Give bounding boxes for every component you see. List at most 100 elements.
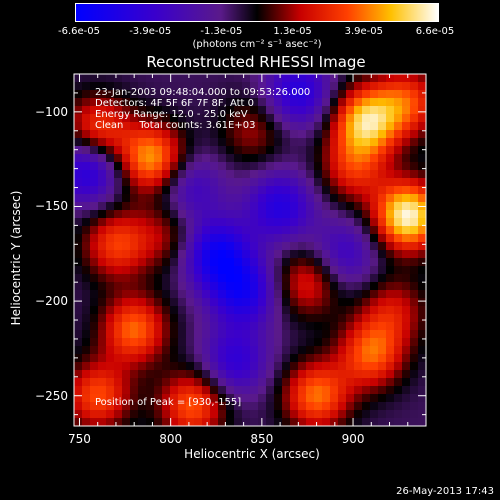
heatmap-cell	[290, 370, 299, 379]
heatmap-cell	[122, 122, 131, 131]
heatmap-cell	[170, 418, 179, 427]
heatmap-cell	[90, 98, 99, 107]
heatmap-cell	[114, 394, 123, 403]
heatmap-cell	[338, 274, 347, 283]
heatmap-cell	[154, 106, 163, 115]
heatmap-cell	[330, 138, 339, 147]
heatmap-cell	[418, 234, 427, 243]
heatmap-cell	[378, 202, 387, 211]
heatmap-cell	[218, 394, 227, 403]
heatmap-cell	[354, 306, 363, 315]
heatmap-cell	[202, 330, 211, 339]
heatmap-cell	[82, 130, 91, 139]
heatmap-cell	[170, 258, 179, 267]
heatmap-cell	[122, 130, 131, 139]
heatmap-cell	[418, 418, 427, 427]
heatmap-cell	[210, 330, 219, 339]
heatmap-cell	[90, 274, 99, 283]
heatmap-cell	[322, 186, 331, 195]
heatmap-cell	[346, 274, 355, 283]
heatmap-cell	[130, 330, 139, 339]
heatmap-cell	[98, 314, 107, 323]
heatmap-cell	[378, 218, 387, 227]
heatmap-cell	[418, 242, 427, 251]
heatmap-cell	[234, 234, 243, 243]
heatmap-cell	[314, 346, 323, 355]
heatmap-cell	[218, 338, 227, 347]
heatmap-cell	[258, 114, 267, 123]
heatmap-cell	[314, 82, 323, 91]
heatmap-cell	[354, 130, 363, 139]
heatmap-cell	[106, 154, 115, 163]
heatmap-cell	[234, 146, 243, 155]
heatmap-cell	[378, 410, 387, 419]
heatmap-cell	[90, 282, 99, 291]
heatmap-cell	[402, 114, 411, 123]
heatmap-cell	[226, 218, 235, 227]
heatmap-cell	[122, 402, 131, 411]
heatmap-cell	[90, 378, 99, 387]
heatmap-cell	[250, 322, 259, 331]
heatmap-cell	[418, 290, 427, 299]
heatmap-cell	[234, 418, 243, 427]
heatmap-cell	[338, 354, 347, 363]
heatmap-cell	[418, 90, 427, 99]
heatmap-cell	[138, 170, 147, 179]
heatmap-cell	[386, 354, 395, 363]
heatmap-cell	[394, 402, 403, 411]
heatmap-cell	[162, 114, 171, 123]
heatmap-cell	[402, 410, 411, 419]
heatmap-cell	[106, 226, 115, 235]
heatmap-cell	[402, 330, 411, 339]
heatmap-cell	[274, 226, 283, 235]
heatmap-cell	[266, 106, 275, 115]
heatmap-cell	[226, 346, 235, 355]
heatmap-cell	[362, 250, 371, 259]
heatmap-cell	[330, 274, 339, 283]
heatmap-cell	[362, 394, 371, 403]
heatmap-cell	[282, 370, 291, 379]
heatmap-cell	[362, 306, 371, 315]
heatmap-cell	[378, 226, 387, 235]
heatmap-cell	[378, 386, 387, 395]
heatmap-cell	[122, 282, 131, 291]
heatmap-cell	[330, 266, 339, 275]
heatmap-cell	[250, 314, 259, 323]
heatmap-cell	[290, 138, 299, 147]
heatmap-cell	[354, 378, 363, 387]
heatmap-cell	[314, 290, 323, 299]
heatmap-cell	[138, 202, 147, 211]
heatmap-cell	[178, 338, 187, 347]
heatmap-cell	[322, 362, 331, 371]
heatmap-cell	[186, 354, 195, 363]
heatmap-cell	[234, 370, 243, 379]
heatmap-cell	[186, 330, 195, 339]
heatmap-cell	[146, 154, 155, 163]
heatmap-cell	[290, 314, 299, 323]
heatmap-cell	[402, 378, 411, 387]
heatmap-cell	[114, 170, 123, 179]
heatmap-cell	[82, 226, 91, 235]
heatmap-cell	[130, 178, 139, 187]
heatmap-cell	[202, 250, 211, 259]
heatmap-cell	[370, 218, 379, 227]
heatmap-cell	[418, 378, 427, 387]
heatmap-cell	[410, 282, 419, 291]
heatmap-cell	[306, 106, 315, 115]
heatmap-cell	[90, 314, 99, 323]
heatmap-cell	[138, 370, 147, 379]
heatmap-cell	[314, 306, 323, 315]
heatmap-cell	[138, 90, 147, 99]
heatmap-cell	[130, 274, 139, 283]
heatmap-cell	[202, 266, 211, 275]
heatmap-cell	[98, 138, 107, 147]
heatmap-cell	[402, 242, 411, 251]
heatmap-cell	[162, 106, 171, 115]
heatmap-cell	[274, 242, 283, 251]
heatmap-cell	[218, 378, 227, 387]
heatmap-cell	[194, 354, 203, 363]
heatmap-cell	[242, 346, 251, 355]
heatmap-cell	[226, 74, 235, 83]
heatmap-cell	[106, 258, 115, 267]
heatmap-cell	[218, 306, 227, 315]
